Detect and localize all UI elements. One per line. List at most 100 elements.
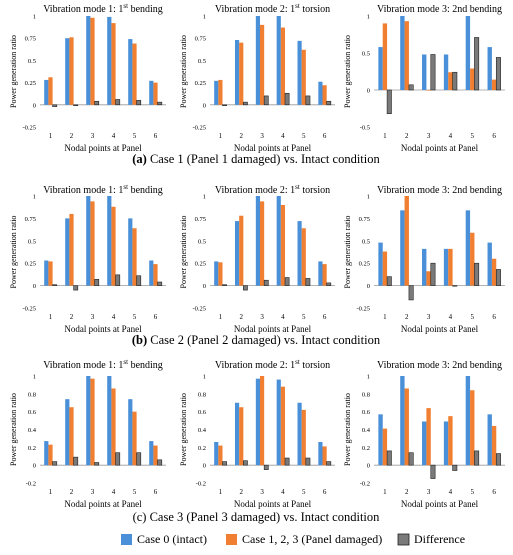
x-axis-label: Nodal points at Panel [401, 499, 479, 509]
y-tick-label: 0.5 [362, 51, 370, 58]
y-tick-label: 0.6 [28, 409, 37, 416]
chart-title-sup: st [123, 2, 128, 10]
y-tick-label: -0.2 [196, 481, 206, 488]
bar-difference [430, 262, 436, 286]
x-tick-label: 6 [492, 488, 496, 496]
x-tick-label: 1 [383, 488, 387, 496]
bar-difference [386, 89, 392, 114]
x-tick-label: 6 [323, 132, 327, 140]
bar-damaged [301, 228, 306, 286]
bar-intact [465, 16, 471, 90]
bar-difference [284, 457, 290, 466]
x-tick-label: 4 [112, 132, 116, 140]
y-tick-label: 0 [33, 463, 36, 470]
chart-title: Vibration mode 3: 2nd bending [377, 360, 502, 371]
legend-label-intact: Case 0 (intact) [137, 532, 207, 546]
chart-title-rest: bending [128, 185, 163, 196]
y-tick-label: 0.75 [25, 36, 36, 43]
x-tick-label: 2 [70, 313, 74, 321]
chart-title-main: Vibration mode 2: 1 [215, 4, 295, 15]
x-tick-label: 4 [449, 313, 453, 321]
y-tick-label: -0.2 [360, 481, 370, 488]
chart-title-main: Vibration mode 1: 1 [43, 185, 123, 196]
x-tick-label: 5 [302, 488, 306, 496]
bar-damaged [322, 446, 327, 466]
bar-damaged [239, 215, 244, 286]
bar-difference [386, 450, 392, 466]
bar-damaged [153, 445, 158, 466]
bar-damaged [322, 85, 327, 105]
bar-damaged [111, 23, 116, 105]
bar-damaged [470, 390, 475, 466]
y-axis-label: Power generation ratio [9, 216, 18, 289]
bar-intact [235, 39, 240, 105]
bar-difference [408, 84, 414, 91]
y-tick-label: 0.8 [28, 391, 36, 398]
bar-damaged [448, 248, 453, 286]
chart-title-rest: torsion [300, 185, 330, 196]
bar-intact [255, 16, 260, 105]
bar-difference [115, 274, 121, 286]
bar-intact [443, 54, 449, 90]
chart-title: Vibration mode 2: 1st torsion [215, 358, 330, 371]
y-tick-label: 0.6 [198, 409, 207, 416]
y-tick-label: 0.75 [195, 216, 206, 223]
bar-intact [235, 402, 240, 466]
x-tick-label: 3 [91, 313, 95, 321]
y-tick-label: 0.75 [359, 216, 370, 223]
bar-difference [222, 284, 227, 286]
bar-damaged [48, 444, 53, 466]
bar-intact [276, 379, 281, 466]
bar-intact [400, 16, 405, 90]
bar-intact [422, 421, 427, 466]
bar-difference [115, 452, 121, 466]
bar-damaged [301, 49, 306, 105]
bar-difference [474, 450, 480, 466]
bar-intact [86, 196, 91, 286]
bar-intact [276, 196, 281, 286]
bar-damaged [48, 261, 53, 286]
y-tick-label: 0.6 [362, 409, 371, 416]
bar-intact [149, 441, 154, 466]
bar-damaged [404, 388, 409, 466]
bar-intact [255, 196, 260, 286]
chart-title: Vibration mode 1: 1st bending [43, 183, 163, 196]
chart-title-main: Vibration mode 1: 1 [43, 4, 123, 15]
chart-title: Vibration mode 1: 1st bending [43, 358, 163, 371]
bar-intact [128, 399, 133, 466]
bar-intact [378, 242, 383, 286]
bar-damaged [132, 43, 137, 105]
bar-difference [157, 281, 163, 286]
x-tick-label: 4 [112, 313, 116, 321]
y-tick-label: -0.2 [26, 481, 36, 488]
y-tick-label: 1 [33, 14, 36, 21]
bar-difference [73, 456, 79, 466]
bar-difference [136, 452, 142, 466]
x-axis-label: Nodal points at Panel [401, 143, 479, 153]
bar-difference [136, 275, 142, 286]
bar-intact [422, 54, 427, 90]
x-axis-label: Nodal points at Panel [64, 324, 142, 334]
bar-difference [452, 464, 458, 471]
y-tick-label: 1 [367, 374, 370, 381]
x-tick-label: 6 [492, 132, 496, 140]
bar-damaged [69, 407, 74, 466]
chart-title: Vibration mode 2: 1st torsion [215, 183, 330, 196]
y-tick-label: 0.75 [25, 216, 36, 223]
x-tick-label: 3 [427, 488, 431, 496]
x-tick-label: 1 [49, 488, 53, 496]
bar-damaged [491, 258, 497, 286]
bar-intact [44, 441, 49, 466]
chart-title-sup: st [123, 183, 128, 191]
x-tick-label: 1 [219, 313, 223, 321]
caption-b: (b) Case 2 (Panel 2 damaged) vs. Intact … [132, 333, 381, 347]
bar-difference [73, 285, 79, 291]
bar-intact [86, 16, 91, 105]
y-axis-label: Power generation ratio [9, 35, 18, 108]
y-tick-label: 0 [367, 463, 370, 470]
chart-title-rest: bending [128, 360, 163, 371]
bar-intact [378, 414, 383, 466]
bar-damaged [239, 407, 244, 466]
chart-title: Vibration mode 3: 2nd bending [377, 4, 502, 15]
